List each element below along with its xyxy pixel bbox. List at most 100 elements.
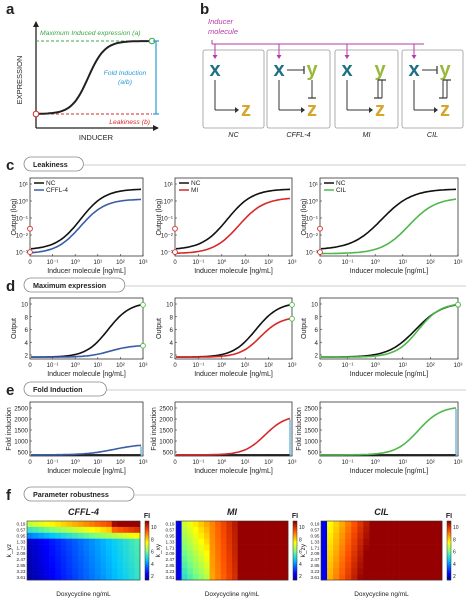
heatmap-2-cell — [351, 568, 358, 575]
chart-e-0-xtick-label-5: 10³ — [139, 460, 148, 466]
heatmap-1-colorbar-segment — [293, 577, 297, 579]
heatmap-2-ytick-6: 2.47 — [311, 557, 320, 562]
node-z-0: z — [241, 99, 251, 121]
heatmap-0-cell — [89, 574, 96, 581]
heatmap-0-colorbar-segment — [145, 553, 149, 556]
heatmap-2-cell — [393, 562, 400, 569]
heatmap-0-colorbar-tick-2: 6 — [151, 550, 154, 556]
heatmap-1-cell — [237, 562, 244, 569]
heatmap-1-cell — [187, 574, 194, 581]
heatmap-2-cell — [357, 544, 364, 551]
heatmap-1-cell — [187, 562, 194, 569]
heatmap-0-colorbar-segment — [145, 534, 149, 537]
heatmap-0-cell — [77, 562, 84, 569]
heatmap-0-cell — [66, 562, 73, 569]
heatmap-0-cell — [66, 550, 73, 557]
node-x-0: x — [209, 59, 220, 81]
heatmap-2-cell — [363, 538, 370, 545]
heatmap-1-cell — [271, 574, 278, 581]
heatmap-2-colorbar-segment — [447, 568, 451, 570]
heatmap-1-cell — [187, 568, 194, 575]
heatmap-0-cell — [32, 550, 39, 557]
heatmap-1-cell — [192, 532, 199, 539]
chart-d-0-max-marker-nc — [140, 302, 146, 308]
heatmap-0-cell — [117, 526, 124, 534]
heatmap-0-cell — [83, 568, 90, 575]
heatmap-2-cell — [435, 562, 443, 569]
heatmap-2-cell — [435, 521, 443, 528]
heatmap-1-cell — [198, 574, 205, 581]
heatmap-2-cell — [393, 544, 400, 551]
heatmap-0-cell — [27, 521, 33, 528]
heatmap-0-colorbar-segment — [145, 554, 149, 557]
chart-d-1-max-marker-nc — [289, 302, 295, 308]
heatmap-0-cell — [66, 532, 73, 539]
heatmap-2-colorbar-segment — [447, 537, 451, 540]
chart-c-2-variant-line — [321, 198, 457, 255]
heatmap-2-colorbar-segment — [447, 541, 451, 544]
heatmap-2-cell — [345, 544, 352, 551]
heatmap-1-cell — [243, 532, 250, 539]
heatmap-1-colorbar-segment — [293, 521, 297, 523]
heatmap-1-cell — [265, 538, 272, 545]
heatmap-1-cell — [181, 556, 188, 563]
heatmap-1-cell — [243, 550, 250, 557]
heatmap-2-cell — [321, 562, 328, 569]
heatmap-1-cell — [215, 521, 222, 528]
section-c-title: Leakiness — [33, 160, 68, 169]
heatmap-2-cell — [429, 556, 437, 563]
heatmap-2-cell — [429, 526, 437, 534]
heatmap-1-cell — [181, 521, 188, 528]
chart-d-2-variant-line — [321, 303, 457, 358]
heatmap-0-ytick-1: 0.57 — [17, 528, 26, 533]
chart-d-2-ytick-label-4: 2 — [315, 353, 319, 360]
heatmap-1-cell — [282, 544, 289, 551]
heatmap-2-cell — [411, 521, 419, 528]
heatmap-2-cell — [357, 562, 364, 569]
heatmap-1-cell — [248, 562, 255, 569]
heatmap-0-colorbar-segment — [145, 571, 149, 573]
heatmap-1-cell — [198, 544, 205, 551]
heatmap-0-cell — [106, 550, 113, 557]
heatmap-0-ytick-3: 1.33 — [17, 539, 26, 544]
heatmap-2-cell — [411, 544, 419, 551]
heatmap-0-colorbar-segment — [145, 526, 149, 529]
chart-d-1-xtick-label-0: 0 — [173, 363, 177, 369]
heatmap-1-cell — [282, 538, 289, 545]
heatmap-0-cell — [89, 544, 96, 551]
heatmap-2-cell — [417, 562, 425, 569]
heatmap-2-cell — [327, 550, 334, 557]
heatmap-1-colorbar-segment — [293, 549, 297, 551]
heatmap-0-cell — [72, 562, 79, 569]
heatmap-2-cell — [339, 521, 346, 528]
heatmap-1-cell — [248, 574, 255, 581]
heatmap-2-cell — [333, 550, 340, 557]
heatmap-1-cell — [204, 521, 210, 528]
heatmap-1-cell — [260, 556, 266, 563]
heatmap-1-cell — [248, 532, 255, 539]
heatmap-1-colorbar-segment — [293, 544, 297, 547]
chart-e-1-ytick-label-1: 2000 — [159, 417, 173, 424]
heatmap-1-cell — [215, 556, 222, 563]
heatmap-1-cell — [254, 544, 261, 551]
heatmap-2-cell — [321, 532, 328, 539]
heatmap-0-cell — [72, 521, 79, 528]
heatmap-2-cell — [435, 538, 443, 545]
heatmap-1-cell — [248, 544, 255, 551]
heatmap-2-cell — [345, 562, 352, 569]
heatmap-1-cell — [276, 532, 283, 539]
heatmap-0-colorbar-segment — [145, 521, 149, 523]
chart-d-2-ylabel: Output — [301, 318, 308, 339]
heatmap-2-cell — [339, 556, 346, 563]
heatmap-2-cell — [429, 574, 437, 581]
heatmap-2-colorbar-segment — [447, 526, 451, 529]
section-f-pill — [23, 486, 135, 502]
chart-c-0-ytick-label-1: 10⁰ — [19, 199, 29, 206]
heatmap-0-cell — [123, 538, 129, 545]
heatmap-1-ytick-0: 0.19 — [166, 522, 175, 527]
heatmap-0-cell — [27, 538, 33, 545]
heatmap-0-cell — [43, 526, 50, 534]
heatmap-1-ytick-6: 2.47 — [166, 557, 175, 562]
panel-a-leak-label: Leakiness (b) — [109, 119, 150, 126]
heatmap-2-cell — [363, 526, 370, 534]
